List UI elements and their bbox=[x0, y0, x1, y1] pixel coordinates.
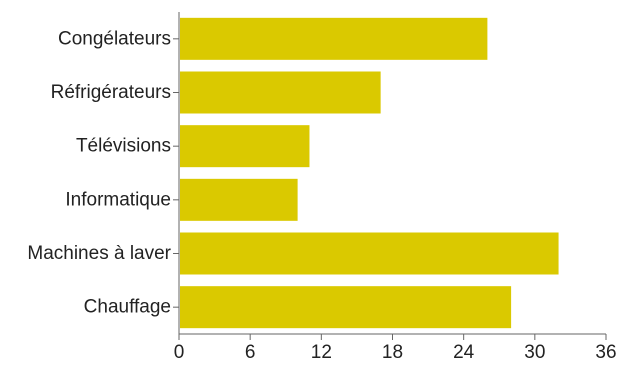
x-tick-label: 36 bbox=[595, 342, 616, 363]
bar-informatique bbox=[180, 178, 298, 221]
category-label-refrigerateurs: Réfrigérateurs bbox=[51, 82, 171, 103]
x-tick-label: 0 bbox=[174, 342, 185, 363]
bar-chauffage bbox=[180, 286, 512, 329]
bar-congelateurs bbox=[180, 17, 488, 60]
x-tick-label: 24 bbox=[453, 342, 475, 363]
x-tick-label: 6 bbox=[245, 342, 256, 363]
x-axis-ticks-group: 0 6 12 18 24 30 36 bbox=[174, 334, 617, 363]
category-label-congelateurs: Congélateurs bbox=[58, 28, 171, 49]
x-tick-label: 12 bbox=[311, 342, 332, 363]
x-tick-label: 30 bbox=[524, 342, 545, 363]
category-label-machines-a-laver: Machines à laver bbox=[27, 243, 171, 264]
category-label-informatique: Informatique bbox=[65, 189, 171, 210]
bar-machines-a-laver bbox=[180, 232, 559, 275]
bar-refrigerateurs bbox=[180, 71, 381, 114]
bars-group bbox=[180, 17, 559, 329]
category-label-chauffage: Chauffage bbox=[84, 297, 171, 318]
category-label-televisions: Télévisions bbox=[76, 136, 171, 157]
category-labels-group: Congélateurs Réfrigérateurs Télévisions Inf… bbox=[27, 28, 179, 318]
x-tick-label: 18 bbox=[382, 342, 403, 363]
bar-televisions bbox=[180, 125, 310, 168]
